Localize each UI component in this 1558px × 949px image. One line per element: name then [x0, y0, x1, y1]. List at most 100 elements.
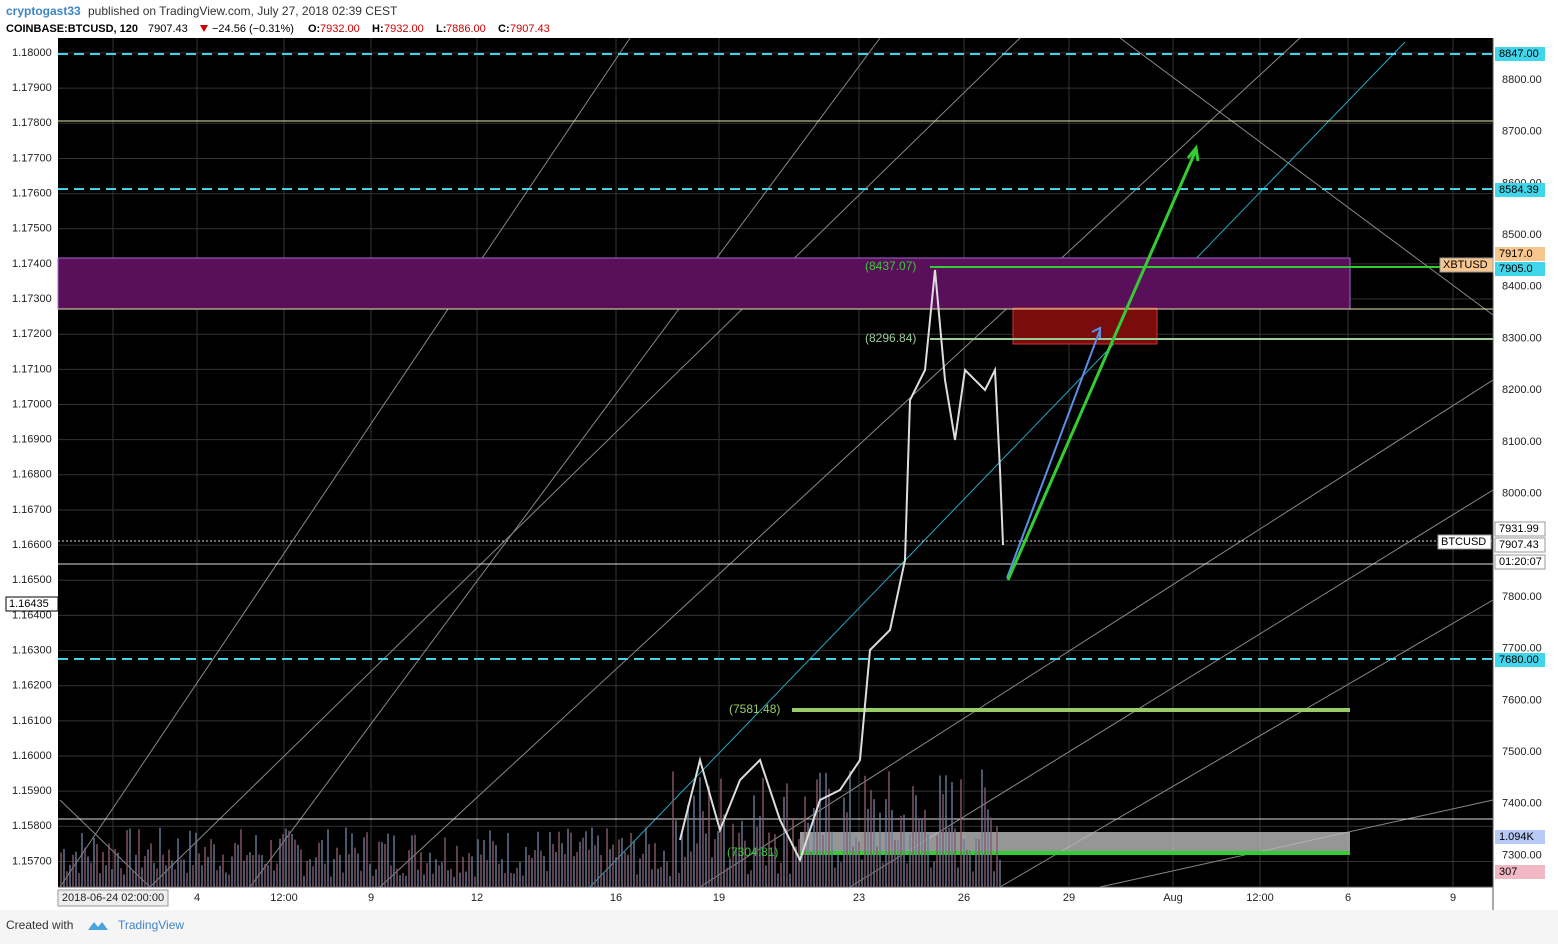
symbol-field: −24.56 (−0.31%): [212, 23, 294, 35]
left-tick-label: 1.17500: [12, 223, 52, 235]
volume-bar: [927, 834, 929, 887]
volume-bar: [150, 843, 152, 887]
volume-bar: [360, 870, 362, 887]
volume-bar: [81, 833, 83, 887]
volume-bar: [345, 827, 347, 887]
volume-bar: [939, 775, 941, 887]
volume-bar: [204, 846, 206, 887]
volume-bar: [837, 853, 839, 887]
volume-bar: [69, 864, 71, 887]
volume-bar: [411, 835, 413, 887]
volume-bar: [435, 859, 437, 887]
right-axis-bg: [1493, 38, 1558, 910]
volume-bar: [180, 859, 182, 887]
volume-bar: [264, 863, 266, 887]
plot-area: [58, 38, 1493, 887]
volume-bar: [585, 831, 587, 887]
volume-bar: [282, 834, 284, 887]
volume-bar: [699, 777, 701, 887]
volume-bar: [147, 849, 149, 887]
volume-bar: [879, 812, 881, 887]
volume-bar: [375, 869, 377, 887]
volume-bar: [219, 865, 221, 887]
volume-bar: [624, 851, 626, 887]
volume-bar: [573, 856, 575, 887]
volume-bar: [267, 865, 269, 887]
volume-bar: [633, 840, 635, 887]
left-tick-label: 1.15700: [12, 855, 52, 867]
volume-bar: [414, 834, 416, 887]
price-tag-label: 307: [1499, 866, 1517, 878]
volume-bar: [480, 854, 482, 887]
volume-bar: [897, 840, 899, 887]
volume-bar: [66, 871, 68, 887]
right-tick-label: 8700.00: [1502, 126, 1542, 138]
volume-bar: [402, 872, 404, 887]
left-tick-label: 1.17300: [12, 293, 52, 305]
volume-bar: [189, 830, 191, 887]
price-tag: [1495, 247, 1545, 261]
volume-bar: [777, 873, 779, 887]
volume-bar: [198, 853, 200, 887]
volume-bar: [639, 858, 641, 887]
volume-bar: [870, 790, 872, 887]
volume-bar: [429, 852, 431, 887]
volume-bar: [567, 828, 569, 887]
symbol-field: 7932.00: [384, 23, 424, 35]
x-tick-label: Aug: [1163, 892, 1183, 904]
price-tag-label: 7917.0: [1499, 248, 1533, 260]
volume-bar: [621, 837, 623, 887]
volume-bar: [528, 855, 530, 887]
volume-bar: [909, 834, 911, 887]
volume-bar: [759, 816, 761, 887]
left-tick-label: 1.16900: [12, 434, 52, 446]
price-path: [679, 269, 1004, 863]
volume-bar: [588, 849, 590, 887]
footer-bg: [0, 910, 1558, 944]
volume-bar: [174, 869, 176, 887]
volume-bar: [441, 862, 443, 887]
volume-bar: [864, 775, 866, 887]
volume-bar: [72, 854, 74, 887]
volume-bar: [339, 854, 341, 887]
volume-bar: [405, 875, 407, 887]
support-zone: [800, 832, 1350, 854]
volume-bar: [96, 844, 98, 887]
symbol-tag-label: BTCUSD: [1441, 536, 1486, 548]
volume-bar: [126, 830, 128, 887]
right-tick-label: 8100.00: [1502, 436, 1542, 448]
volume-bar: [201, 865, 203, 887]
volume-bar: [843, 797, 845, 887]
volume-bar: [942, 794, 944, 887]
volume-bar: [450, 868, 452, 887]
volume-bar: [129, 828, 131, 887]
volume-bar: [135, 854, 137, 887]
volume-bar: [513, 873, 515, 887]
volume-bar: [951, 781, 953, 887]
volume-bar: [393, 835, 395, 887]
symbol-field: H:: [372, 23, 384, 35]
volume-bar: [237, 844, 239, 887]
volume-bar: [159, 827, 161, 887]
right-tick-label: 7500.00: [1502, 746, 1542, 758]
volume-bar: [387, 833, 389, 887]
volume-bar: [981, 769, 983, 887]
volume-bar: [741, 820, 743, 887]
volume-bar: [288, 830, 290, 887]
volume-bar: [351, 833, 353, 887]
arrow-green: [1006, 144, 1200, 581]
x-tick-label: 6: [1345, 892, 1351, 904]
volume-bar: [93, 837, 95, 887]
volume-bar: [108, 843, 110, 887]
left-tick-label: 1.17200: [12, 328, 52, 340]
x-tick-label: 2018-06-24 02:00:00: [62, 892, 164, 904]
volume-bar: [315, 857, 317, 887]
volume-bar: [891, 809, 893, 887]
left-tick-label: 1.16100: [12, 715, 52, 727]
left-tick-label: 1.16000: [12, 750, 52, 762]
volume-bar: [372, 875, 374, 887]
volume-bar: [747, 873, 749, 887]
volume-bar: [510, 872, 512, 887]
volume-bar: [945, 775, 947, 887]
x-tick-label: 4: [194, 892, 200, 904]
